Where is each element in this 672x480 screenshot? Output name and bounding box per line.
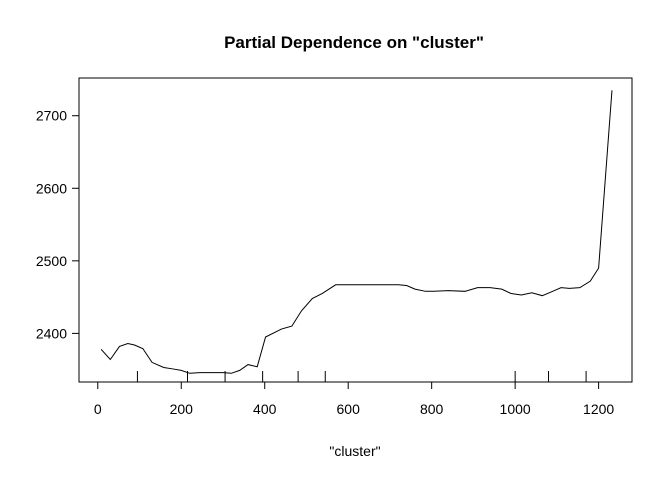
x-tick-label: 1200 bbox=[583, 401, 614, 417]
x-tick-label: 1000 bbox=[500, 401, 531, 417]
x-tick-label: 400 bbox=[253, 401, 277, 417]
chart-title: Partial Dependence on "cluster" bbox=[224, 33, 484, 52]
plot-frame bbox=[78, 77, 633, 383]
x-tick-label: 800 bbox=[420, 401, 444, 417]
x-tick-label: 600 bbox=[337, 401, 361, 417]
x-axis-label: "cluster" bbox=[329, 443, 380, 459]
x-tick-label: 0 bbox=[94, 401, 102, 417]
rug-marks bbox=[136, 371, 587, 382]
y-tick-label: 2700 bbox=[36, 108, 67, 124]
y-tick-label: 2500 bbox=[36, 253, 67, 269]
y-tick-label: 2600 bbox=[36, 180, 67, 196]
y-tick-label: 2400 bbox=[36, 325, 67, 341]
y-axis: 2400 2500 2600 2700 bbox=[36, 108, 80, 341]
series-line bbox=[100, 90, 613, 374]
x-tick-label: 200 bbox=[170, 401, 194, 417]
x-axis: 0 200 400 600 800 1000 1200 bbox=[94, 381, 614, 417]
